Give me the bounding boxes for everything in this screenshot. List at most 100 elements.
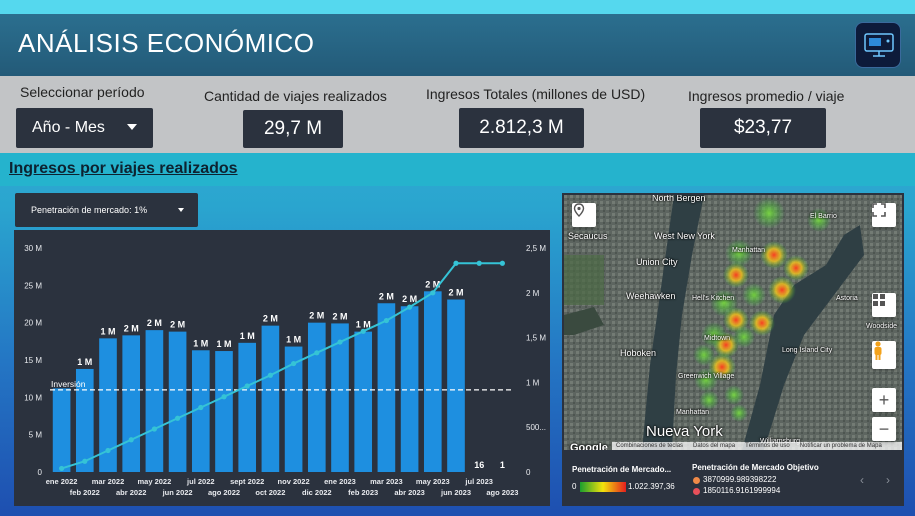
report-problem-link[interactable]: Notificar un problema de Mapa [799, 443, 882, 449]
x-tick-label: sept 2022 [230, 477, 264, 486]
x-tick-label: jun 2022 [162, 488, 193, 497]
bar [307, 322, 326, 472]
y-tick-label: 10 M [24, 393, 42, 402]
line-point [221, 394, 227, 400]
x-tick-label: ago 2022 [208, 488, 240, 497]
kpi-trips-label: Cantidad de viajes realizados [204, 88, 387, 104]
zoom-in-button[interactable]: + [872, 388, 896, 412]
bar-data-label: 2 M [124, 323, 139, 333]
y2-tick-label: 1,5 M [526, 334, 546, 343]
bar-data-label: 1 M [193, 338, 208, 348]
bar-data-label: 1 [500, 460, 505, 470]
bar [191, 350, 210, 472]
location-pin-button[interactable] [572, 203, 596, 227]
map-view[interactable]: North Bergen Secaucus West New York Unio… [564, 195, 902, 450]
map-label: North Bergen [652, 195, 706, 203]
hudson-river [642, 195, 704, 450]
revenue-chart: 0 5 M 10 M 15 M 20 M 25 M 30 M 0 500... 1 M 1,5 M 2… [14, 230, 550, 506]
map-label: Manhattan [676, 409, 710, 416]
line-point [267, 372, 273, 378]
header: ANÁLISIS ECONÓMICO [0, 14, 915, 76]
bar [122, 335, 141, 472]
x-tick-label: mar 2022 [92, 477, 125, 486]
map-label: Greenwich Village [678, 373, 735, 380]
reference-label: Inversión [51, 379, 86, 389]
line-point [314, 350, 320, 356]
y2-tick-label: 0 [526, 468, 531, 477]
meadowlands [564, 307, 604, 335]
section-band: Ingresos por viajes realizados [0, 153, 915, 186]
logo-icon [855, 22, 901, 68]
market-penetration-filter[interactable]: Penetración de mercado: 1% [15, 193, 198, 227]
y-tick-label: 30 M [24, 244, 42, 253]
y2-tick-label: 2,5 M [526, 244, 546, 253]
x-tick-label: abr 2022 [116, 488, 146, 497]
zoom-out-button[interactable]: − [872, 417, 896, 441]
x-tick-label: ago 2023 [486, 488, 518, 497]
x-tick-label: nov 2022 [278, 477, 310, 486]
fullscreen-icon [872, 203, 886, 217]
legend-next-arrow[interactable]: › [886, 473, 890, 487]
y-tick-label: 15 M [24, 356, 42, 365]
bar [215, 351, 233, 472]
x-tick-label: ene 2023 [324, 477, 356, 486]
fullscreen-button[interactable] [872, 203, 896, 227]
line-point [476, 260, 482, 266]
bar [400, 306, 419, 472]
keyboard-shortcuts-link[interactable]: Combinaciones de teclas [616, 443, 684, 449]
grid-icon [873, 294, 885, 306]
x-tick-label: feb 2023 [348, 488, 378, 497]
revenue-chart-svg: 0 5 M 10 M 15 M 20 M 25 M 30 M 0 500... 1 M 1,5 M 2… [24, 244, 546, 497]
map-label: Hell's Kitchen [692, 295, 735, 302]
location-pin-icon [573, 203, 585, 217]
line-point [128, 437, 134, 443]
x-tick-label: may 2023 [416, 477, 450, 486]
line-point [82, 458, 88, 464]
bar [354, 331, 373, 472]
terms-link[interactable]: Términos de uso [745, 443, 790, 449]
kpi-band: Seleccionar período Año - Mes Cantidad d… [0, 76, 915, 153]
line-point [151, 426, 157, 432]
map-label: Manhattan [732, 247, 766, 254]
line-point [383, 317, 389, 324]
filter-label: Penetración de mercado [31, 205, 130, 215]
map-label: Hoboken [620, 348, 657, 358]
map-label: El Barrio [810, 213, 837, 220]
bar-data-label: 2 M [309, 311, 324, 321]
bar-data-label: 2 M [170, 320, 185, 330]
bar [75, 368, 94, 472]
bar-data-label: 1 M [216, 339, 231, 349]
x-tick-label: jul 2022 [186, 477, 215, 486]
period-dropdown[interactable]: Año - Mes [16, 108, 153, 148]
heatmap-layer [693, 197, 831, 422]
minus-icon: − [878, 418, 890, 439]
x-tick-label: feb 2022 [70, 488, 100, 497]
map-label: Union City [636, 257, 678, 267]
x-tick-label: dic 2022 [302, 488, 332, 497]
bar-data-label: 2 M [147, 318, 162, 328]
objective-dot [693, 488, 700, 495]
legend-prev-arrow[interactable]: ‹ [860, 473, 864, 487]
line-point [337, 339, 343, 345]
map-panel: North Bergen Secaucus West New York Unio… [562, 193, 904, 506]
kpi-avg-label: Ingresos promedio / viaje [688, 88, 845, 104]
map-label: Woodside [866, 323, 898, 330]
map-label: Nueva York [646, 423, 723, 440]
caret-down-icon [127, 124, 137, 130]
objective-dot [693, 477, 700, 484]
line-point [291, 360, 297, 367]
bar [261, 325, 280, 472]
bar [145, 330, 164, 472]
line-point [430, 290, 436, 296]
bar-data-label: 16 [474, 460, 484, 470]
bar [238, 342, 257, 472]
kpi-revenue-value: 2.812,3 M [459, 108, 584, 148]
map-data-link[interactable]: Datos del mapa [693, 443, 736, 449]
map-label: Long Island City [782, 347, 833, 354]
legend-gradient [580, 482, 626, 492]
x-tick-label: may 2022 [138, 477, 172, 486]
map-type-button[interactable] [872, 293, 896, 317]
y-tick-label: 0 [38, 468, 43, 477]
y2-tick-label: 500... [526, 423, 546, 432]
street-view-button[interactable] [872, 341, 896, 369]
